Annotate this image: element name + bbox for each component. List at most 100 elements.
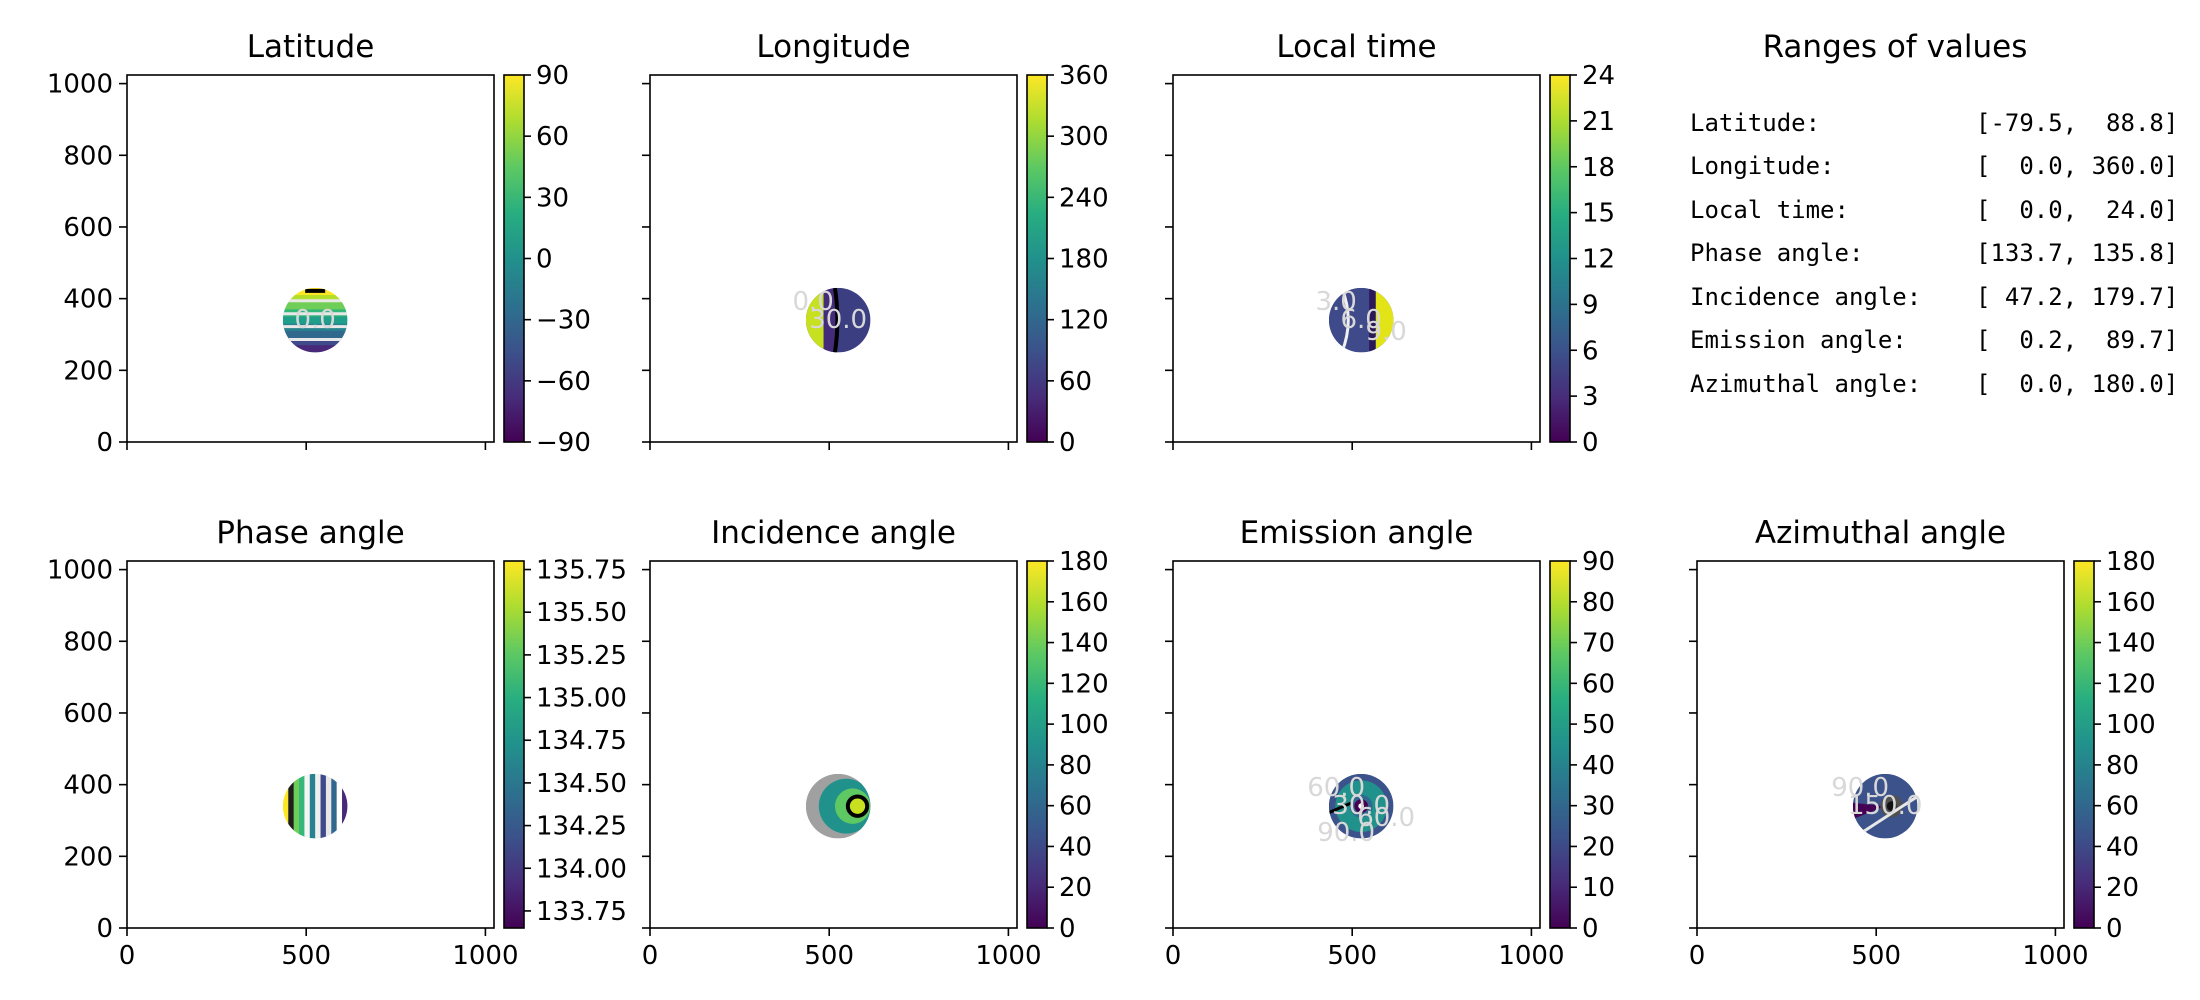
colorbar-tick-label: 100 [2106,710,2156,740]
x-tick-label: 1000 [2022,941,2088,971]
disk-image [282,773,348,839]
panel-title-phase-angle: Phase angle [216,515,404,551]
colorbar-azimuthal-angle [2074,561,2094,928]
range-value-azimuthal-angle: [ 0.0, 180.0] [1976,370,2178,398]
range-value-phase-angle: [133.7, 135.8] [1976,239,2178,267]
colorbar-tick-label: 160 [1059,588,1109,618]
ranges-title: Ranges of values [1763,29,2028,65]
colorbar-tick-label: 60 [2106,792,2139,822]
plot-area [1172,560,1541,929]
y-tick-label: 800 [63,141,113,171]
y-tick-label: 400 [63,285,113,315]
colorbar-frame [1026,560,1048,929]
range-label-phase-angle: Phase angle: [1690,239,1863,267]
panel-title-local-time: Local time [1276,29,1436,65]
colorbar-tick-label: 90 [1582,547,1615,577]
colorbar-tick-label: 135.50 [536,598,627,628]
colorbar-tick-label: 300 [1059,122,1109,152]
contour-label: 60.0 [1357,803,1415,833]
colorbar-tick-label: 140 [1059,629,1109,659]
plot-area [126,74,495,443]
colorbar-tick-label: 140 [2106,629,2156,659]
colorbar-tick-label: 40 [1582,751,1615,781]
colorbar-tick-label: 20 [1582,832,1615,862]
colorbar-tick-label: 240 [1059,183,1109,213]
y-tick-label: 200 [63,842,113,872]
colorbar-tick-label: 40 [2106,832,2139,862]
colorbar-tick-label: 120 [2106,669,2156,699]
colorbar-tick-label: 40 [1059,832,1092,862]
contour-label: 150.0 [1848,791,1922,821]
colorbar-tick-label: 60 [1059,367,1092,397]
x-tick-label: 1000 [975,941,1041,971]
colorbar-tick-label: 9 [1582,290,1599,320]
colorbar-tick-label: 30 [1582,792,1615,822]
y-tick-label: 0 [96,914,113,944]
colorbar-tick-label: 135.25 [536,641,627,671]
panel-title-incidence-angle: Incidence angle [711,515,956,551]
contour-label: 90.0 [1831,773,1889,803]
colorbar-longitude [1027,75,1047,442]
colorbar-local-time [1550,75,1570,442]
plot-area [126,560,495,929]
panel-longitude: Longitude 30.00.0 360 300 240 180 120 60 0 [642,29,1109,458]
x-tick-label: 500 [1851,941,1901,971]
contour-label: 30.0 [1332,791,1390,821]
contour-label: 0.0 [792,287,833,317]
colorbar-tick-label: 60 [1582,669,1615,699]
disk-image [805,287,871,353]
contour-label: 90.0 [1317,818,1375,848]
colorbar-tick-label: 15 [1582,199,1615,229]
x-tick-label: 1000 [452,941,518,971]
colorbar-tick-label: 6 [1582,336,1599,366]
range-value-incidence-angle: [ 47.2, 179.7] [1976,283,2178,311]
disk-image [1328,287,1394,353]
range-label-incidence-angle: Incidence angle: [1690,283,1921,311]
colorbar-tick-label: 135.75 [536,556,627,586]
colorbar-tick-label: 0 [1582,428,1599,458]
disk-image [282,287,348,353]
x-tick-label: 500 [804,941,854,971]
colorbar-tick-label: 135.00 [536,684,627,714]
colorbar-tick-label: 100 [1059,710,1109,740]
colorbar-tick-label: 0 [2106,914,2123,944]
colorbar-tick-label: 60 [536,122,569,152]
colorbar-frame [2073,560,2095,929]
range-label-local-time: Local time: [1690,196,1849,224]
colorbar-tick-label: 10 [1582,873,1615,903]
colorbar-tick-label: 120 [1059,306,1109,336]
colorbar-tick-label: 80 [2106,751,2139,781]
range-label-azimuthal-angle: Azimuthal angle: [1690,370,1921,398]
plot-area [1696,560,2065,929]
range-label-latitude: Latitude: [1690,109,1820,137]
ranges-of-values-panel: Ranges of values Latitude: [-79.5, 88.8]… [1690,29,2178,398]
y-tick-label: 1000 [47,556,113,586]
panel-incidence-angle: Incidence angle 0 500 1000 180 160 140 120 100 80… [642,515,1109,971]
colorbar-frame [503,560,525,929]
x-tick-label: 0 [1165,941,1182,971]
colorbar-tick-label: 50 [1582,710,1615,740]
colorbar-tick-label: 3 [1582,382,1599,412]
colorbar-tick-label: 120 [1059,669,1109,699]
panel-title-latitude: Latitude [247,29,375,65]
colorbar-frame [1549,560,1571,929]
colorbar-tick-label: 160 [2106,588,2156,618]
x-tick-label: 1000 [1498,941,1564,971]
colorbar-tick-label: 0 [1059,428,1076,458]
colorbar-incidence-angle [1027,561,1047,928]
contour-label: 0.0 [294,305,335,335]
plot-area [649,560,1018,929]
colorbar-tick-label: 80 [1059,751,1092,781]
colorbar-tick-label: 20 [2106,873,2139,903]
contour-label: 30.0 [809,305,867,335]
colorbar-tick-label: 180 [1059,547,1109,577]
contour-label: 6.0 [1340,305,1381,335]
colorbar-tick-label: 18 [1582,153,1615,183]
y-tick-label: 1000 [47,70,113,100]
colorbar-tick-label: 80 [1582,588,1615,618]
y-tick-label: 0 [96,428,113,458]
colorbar-tick-label: −90 [536,428,591,458]
